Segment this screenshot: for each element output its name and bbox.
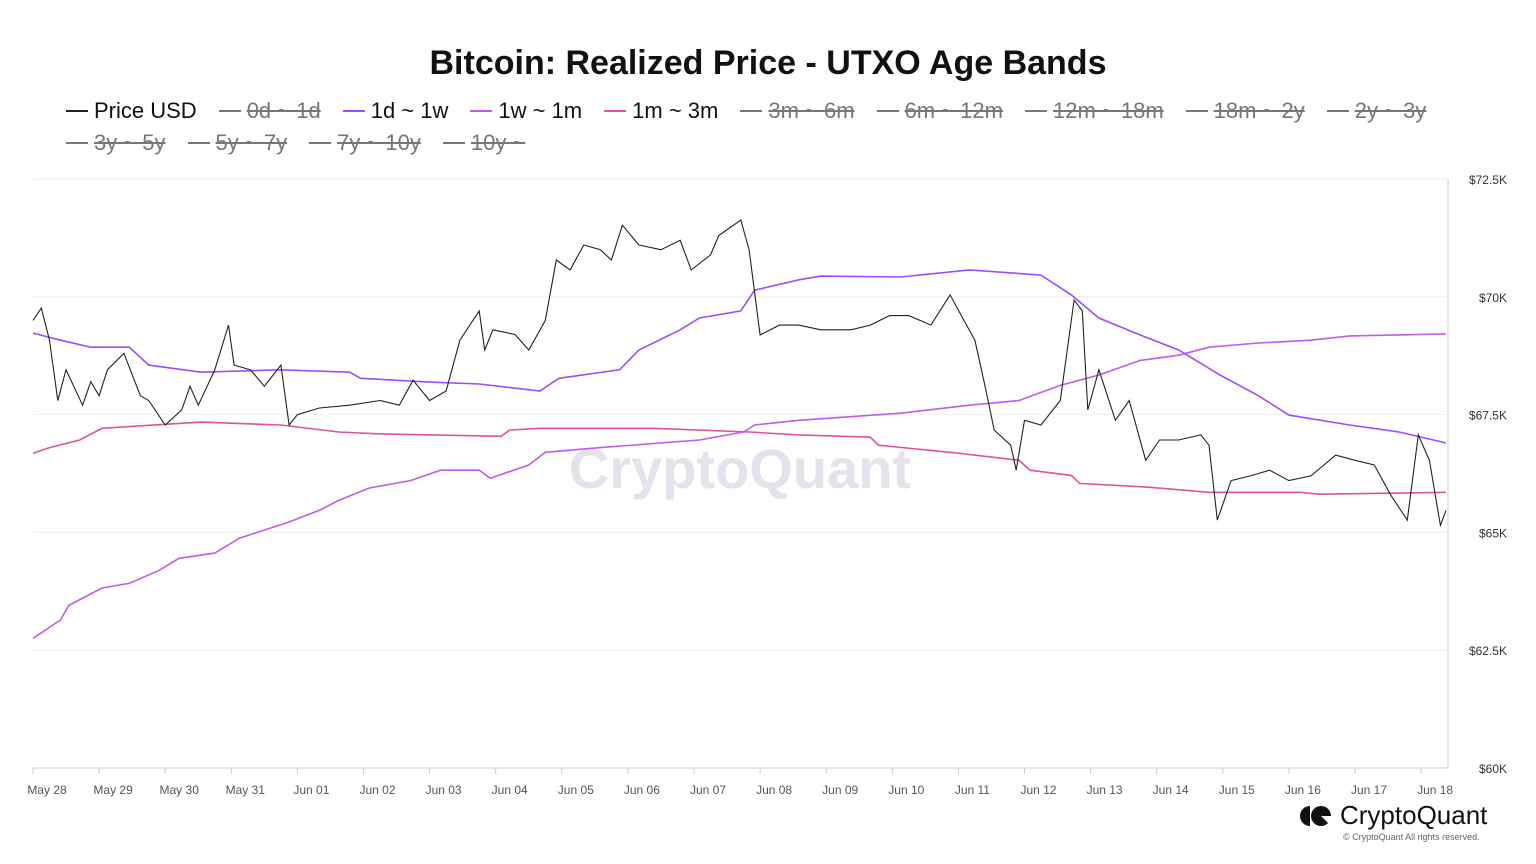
legend-label: 18m ~ 2y [1213, 98, 1305, 123]
x-tick-label: Jun 01 [293, 783, 329, 797]
y-tick-label: $65K [1479, 526, 1507, 540]
legend-swatch [1326, 110, 1349, 112]
series-line-price-usd[interactable] [32, 219, 1447, 528]
series-line-1w-1m[interactable] [32, 333, 1446, 640]
x-tick-label: Jun 11 [955, 783, 990, 797]
x-tick-label: Jun 14 [1153, 783, 1189, 797]
legend-swatch [1024, 110, 1047, 112]
legend-item[interactable]: 12m ~ 18m [1024, 98, 1164, 124]
x-tick-label: Jun 15 [1219, 783, 1255, 797]
logo-text: CryptoQuant [1340, 800, 1488, 830]
legend-swatch [1185, 110, 1208, 112]
y-tick-label: $62.5K [1469, 644, 1507, 658]
x-tick-label: Jun 07 [690, 783, 726, 797]
x-tick-label: Jun 08 [756, 783, 792, 797]
y-tick-label: $72.5K [1469, 173, 1507, 187]
x-tick-label: Jun 18 [1417, 783, 1453, 797]
legend-item[interactable]: 1w ~ 1m [470, 98, 582, 124]
series-line-1d-1w[interactable] [32, 269, 1447, 444]
x-tick-label: May 28 [27, 783, 67, 797]
legend-item[interactable]: 1d ~ 1w [342, 98, 449, 124]
copyright: © CryptoQuant All rights reserved. [1343, 832, 1480, 842]
legend-item[interactable]: 0d ~ 1d [218, 98, 321, 124]
x-tick-label: Jun 10 [888, 783, 924, 797]
legend-label: 0d ~ 1d [246, 98, 321, 123]
legend-swatch [309, 142, 332, 144]
x-tick-label: Jun 02 [359, 783, 395, 797]
legend-label: 10y ~ [470, 130, 526, 155]
x-tick-label: Jun 16 [1285, 783, 1321, 797]
x-tick-label: Jun 06 [624, 783, 660, 797]
x-tick-label: May 30 [160, 783, 200, 797]
y-tick-label: $67.5K [1469, 409, 1507, 423]
y-tick-label: $70K [1479, 291, 1507, 305]
legend-swatch [604, 110, 627, 112]
x-tick-label: Jun 12 [1020, 783, 1056, 797]
legend-label: 6m ~ 12m [904, 98, 1003, 123]
legend-label: 1m ~ 3m [632, 98, 719, 123]
legend-label: 3m ~ 6m [768, 98, 855, 123]
legend: Price USD 0d ~ 1d 1d ~ 1w 1w ~ 1m 1m ~ 3m 3m … [66, 98, 1486, 156]
legend-item[interactable]: 7y ~ 10y [309, 130, 421, 156]
legend-label: 3y ~ 5y [94, 130, 166, 155]
legend-swatch [218, 110, 241, 112]
legend-label: Price USD [94, 98, 197, 123]
x-tick-label: May 29 [93, 783, 133, 797]
chart-title: Bitcoin: Realized Price - UTXO Age Bands [429, 44, 1107, 82]
cryptoquant-logo: CryptoQuant [1300, 800, 1487, 831]
x-tick-label: Jun 03 [426, 783, 462, 797]
legend-label: 2y ~ 3y [1354, 98, 1427, 123]
legend-label: 5y ~ 7y [215, 130, 288, 155]
legend-swatch [342, 110, 365, 112]
legend-item[interactable]: 18m ~ 2y [1185, 98, 1305, 124]
x-tick-label: Jun 17 [1351, 783, 1387, 797]
legend-item[interactable]: 1m ~ 3m [604, 98, 718, 124]
legend-swatch [876, 110, 899, 112]
legend-label: 1w ~ 1m [498, 98, 583, 123]
x-tick-label: Jun 13 [1087, 783, 1123, 797]
legend-swatch [470, 110, 493, 112]
legend-label: 1d ~ 1w [370, 98, 449, 123]
legend-label: 12m ~ 18m [1052, 98, 1164, 123]
legend-item[interactable]: Price USD [66, 98, 197, 124]
legend-item[interactable]: 5y ~ 7y [187, 130, 288, 156]
legend-item[interactable]: 3y ~ 5y [66, 130, 166, 156]
legend-swatch [740, 110, 763, 112]
legend-item[interactable]: 10y ~ [442, 130, 526, 156]
legend-swatch [442, 142, 465, 144]
legend-swatch [66, 110, 88, 112]
legend-label: 7y ~ 10y [337, 130, 421, 155]
series-line-1m-3m[interactable] [32, 421, 1446, 496]
legend-item[interactable]: 6m ~ 12m [876, 98, 1003, 124]
legend-swatch [66, 142, 88, 144]
x-tick-label: Jun 04 [492, 783, 528, 797]
watermark: CryptoQuant [569, 437, 911, 500]
x-tick-label: Jun 09 [822, 783, 858, 797]
cryptoquant-logo-icon [1300, 805, 1331, 826]
x-tick-label: May 31 [226, 783, 266, 797]
legend-item[interactable]: 2y ~ 3y [1326, 98, 1427, 124]
x-tick-label: Jun 05 [558, 783, 594, 797]
legend-item[interactable]: 3m ~ 6m [740, 98, 855, 124]
y-tick-label: $60K [1479, 762, 1507, 776]
legend-swatch [187, 142, 210, 144]
